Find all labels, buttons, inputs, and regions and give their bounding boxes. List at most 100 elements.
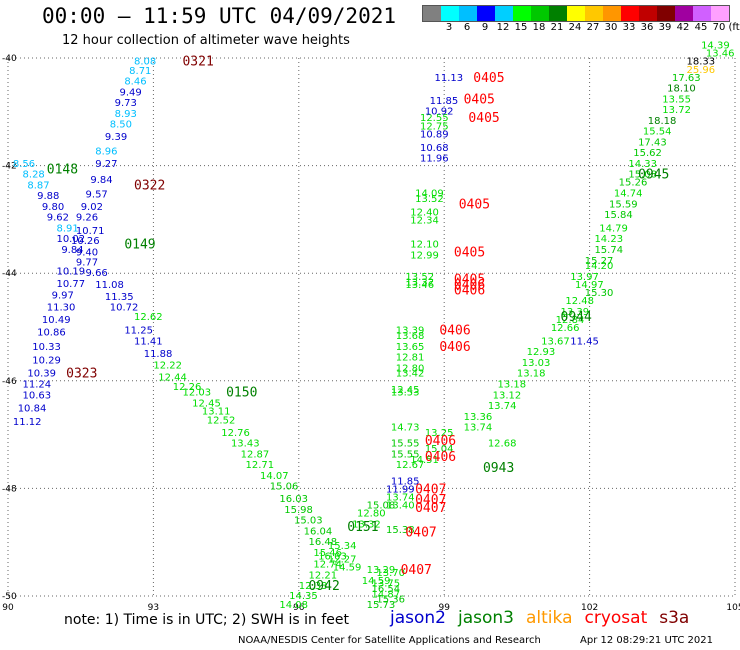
data-point-label: 10.89 <box>420 129 449 140</box>
data-point-label: 11.85 <box>430 96 459 107</box>
data-point-label: 13.68 <box>396 331 425 342</box>
data-point-label: 9.97 <box>52 291 74 302</box>
data-point-label: 11.85 <box>391 476 420 487</box>
data-point-label: 25.96 <box>687 65 716 76</box>
data-point-label: 15.03 <box>294 516 323 527</box>
colorbar-swatch <box>693 6 711 21</box>
data-point-label: 15.55 <box>391 439 420 450</box>
legend-entry-jason2: jason2 <box>390 608 446 628</box>
data-point-label: 12.34 <box>410 215 439 226</box>
data-point-label: 12.81 <box>396 353 425 364</box>
data-point-label: 11.96 <box>420 154 449 165</box>
data-point-label: 13.70 <box>376 568 405 579</box>
pass-time-label: 0943 <box>483 461 514 476</box>
data-point-label: 12.80 <box>396 363 425 374</box>
colorbar-swatch <box>423 6 441 21</box>
data-point-label: 8.46 <box>124 77 146 88</box>
x-tick-label: 90 <box>2 603 14 613</box>
colorbar-swatch <box>567 6 585 21</box>
pass-time-label: 0148 <box>47 162 78 177</box>
data-point-label: 16.03 <box>279 494 308 505</box>
data-point-label: 10.92 <box>425 107 454 118</box>
data-point-label: 16.48 <box>308 537 337 548</box>
data-point-label: 15.36 <box>376 595 405 606</box>
x-tick-label: 99 <box>438 603 450 613</box>
data-point-label: 11.13 <box>435 73 464 84</box>
data-point-label: 13.40 <box>386 501 415 512</box>
data-point-label: 8.93 <box>115 109 137 120</box>
data-point-label: 11.25 <box>124 326 153 337</box>
data-point-label: 9.02 <box>81 202 103 213</box>
pass-time-label: 0150 <box>226 386 257 401</box>
legend-entry-s3a: s3a <box>659 608 690 628</box>
data-point-label: 10.33 <box>32 342 61 353</box>
colorbar-swatch <box>585 6 603 21</box>
data-point-label: 12.10 <box>410 240 439 251</box>
colorbar-swatch <box>711 6 729 21</box>
x-tick-label: 93 <box>148 603 159 613</box>
data-point-label: 16.54 <box>372 584 401 595</box>
data-point-label: 11.12 <box>13 417 42 428</box>
colorbar-swatch <box>441 6 459 21</box>
data-point-label: 13.52 <box>415 194 444 205</box>
data-point-label: 12.67 <box>396 460 425 471</box>
data-point-label: 8.96 <box>95 147 117 158</box>
data-point-label: 8.50 <box>110 120 132 131</box>
data-point-label: 9.88 <box>37 191 59 202</box>
legend-entry-cryosat: cryosat <box>584 608 648 628</box>
colorbar-swatch <box>477 6 495 21</box>
colorbar-label: 21 <box>550 22 564 33</box>
data-point-label: 15.98 <box>284 505 313 516</box>
data-point-label: 9.40 <box>76 248 98 259</box>
data-point-label: 15.62 <box>633 148 662 159</box>
data-point-label: 13.11 <box>202 406 231 417</box>
pass-time-label: 0321 <box>182 55 213 70</box>
data-point-label: 12.45 <box>192 398 221 409</box>
colorbar-label: 15 <box>514 22 528 33</box>
data-point-label: 9.84 <box>90 175 112 186</box>
credit-line: NOAA/NESDIS Center for Satellite Applica… <box>238 635 541 646</box>
data-point-label: 13.32 <box>352 519 381 530</box>
data-point-label: 15.34 <box>328 541 357 552</box>
data-point-label: 11.08 <box>95 280 124 291</box>
data-point-label: 13.55 <box>662 94 691 105</box>
data-point-label: 14.39 <box>701 41 730 52</box>
data-point-label: 13.46 <box>405 280 434 291</box>
data-point-label: 10.29 <box>32 355 61 366</box>
pass-time-label: 0149 <box>124 238 155 253</box>
data-point-label: 9.27 <box>95 159 117 170</box>
pass-time-label: 0405 <box>464 92 495 107</box>
data-point-label: 12.87 <box>241 449 270 460</box>
y-tick-label: -50 <box>2 592 17 602</box>
pass-time-label: 0405 <box>459 197 490 212</box>
data-point-label: 15.06 <box>270 482 299 493</box>
pass-time-label: 0944 <box>561 310 592 325</box>
colorbar-label: 18 <box>532 22 546 33</box>
y-tick-label: -46 <box>2 377 17 387</box>
pass-time-label: 0405 <box>454 246 485 261</box>
data-point-label: 15.27 <box>585 256 614 267</box>
data-point-label: 8.08 <box>134 57 156 68</box>
colorbar-label: 9 <box>481 22 489 33</box>
colorbar-label: 12 <box>496 22 510 33</box>
data-point-label: 9.26 <box>76 213 98 224</box>
data-point-label: 14.59 <box>362 576 391 587</box>
x-tick-label: 102 <box>581 603 598 613</box>
pass-time-label: 0945 <box>638 168 669 183</box>
data-point-label: 9.39 <box>105 132 127 143</box>
data-point-label: 10.26 <box>71 236 100 247</box>
data-point-label: 12.40 <box>410 207 439 218</box>
data-point-label: 12.44 <box>158 372 187 383</box>
colorbar-label: 27 <box>586 22 600 33</box>
data-point-label: 8.56 <box>13 159 35 170</box>
data-point-label: 9.80 <box>42 202 64 213</box>
data-point-label: 8.28 <box>23 170 45 181</box>
data-point-label: 14.97 <box>575 280 604 291</box>
data-point-label: 9.73 <box>115 98 137 109</box>
pass-time-label: 0942 <box>308 579 339 594</box>
data-point-label: 10.19 <box>56 267 85 278</box>
data-point-label: 12.62 <box>134 312 163 323</box>
data-point-label: 12.66 <box>551 323 580 334</box>
data-point-label: 13.36 <box>464 412 493 423</box>
pass-time-label: 0407 <box>415 501 446 516</box>
